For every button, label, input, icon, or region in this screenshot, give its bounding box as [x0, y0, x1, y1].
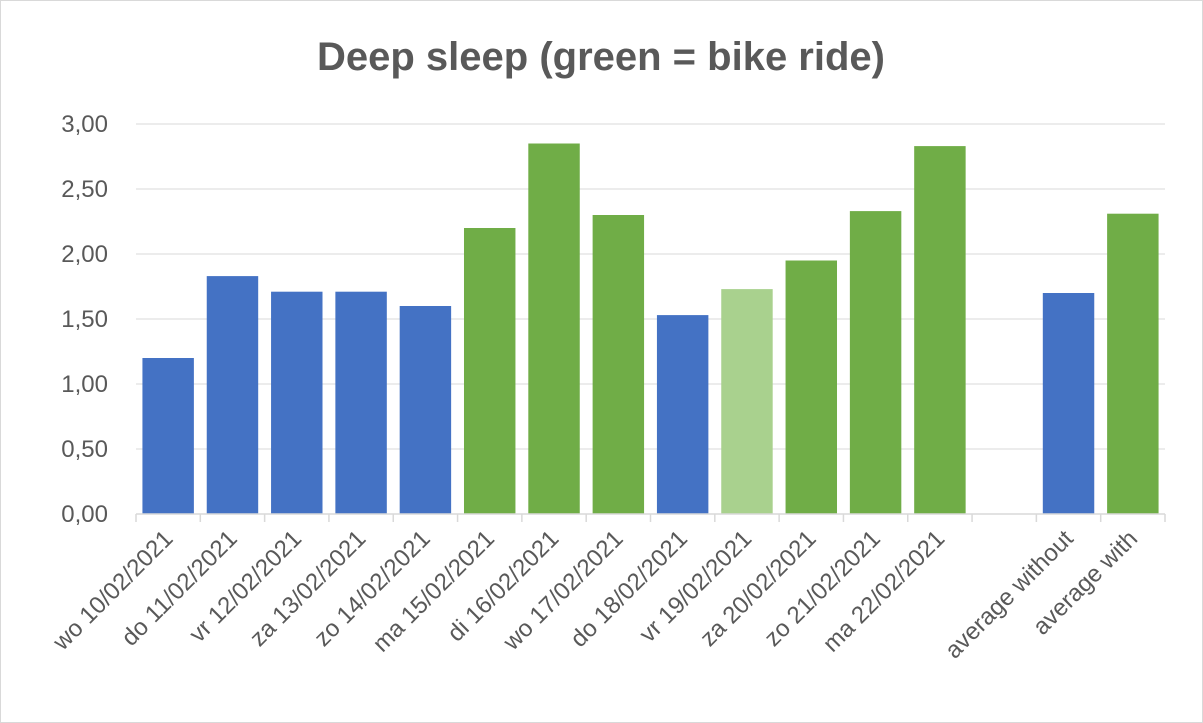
- y-tick-label: 0,00: [61, 501, 108, 528]
- bar: [785, 260, 838, 514]
- y-tick-label: 2,50: [61, 176, 108, 203]
- bar: [528, 143, 580, 514]
- y-tick-label: 1,00: [61, 371, 108, 398]
- y-tick-label: 2,00: [61, 241, 108, 268]
- bar: [914, 146, 966, 514]
- chart-title: Deep sleep (green = bike ride): [317, 35, 885, 79]
- bar: [463, 228, 516, 514]
- y-tick-label: 3,00: [61, 111, 108, 138]
- y-tick-label: 0,50: [61, 436, 108, 463]
- bar: [1042, 293, 1095, 514]
- bar: [142, 358, 194, 514]
- bar: [399, 306, 452, 514]
- bar: [335, 291, 387, 514]
- bar: [592, 215, 645, 514]
- y-axis-ticks: 0,00 0,50 1,00 1,50 2,00 2,50 3,00: [61, 111, 108, 528]
- bar: [1107, 213, 1159, 514]
- y-tick-label: 1,50: [61, 306, 108, 333]
- bar: [721, 289, 773, 514]
- bar: [271, 291, 323, 514]
- bars: [142, 143, 1159, 514]
- bar: [849, 211, 902, 514]
- bar: [656, 315, 709, 514]
- bar: [206, 276, 259, 514]
